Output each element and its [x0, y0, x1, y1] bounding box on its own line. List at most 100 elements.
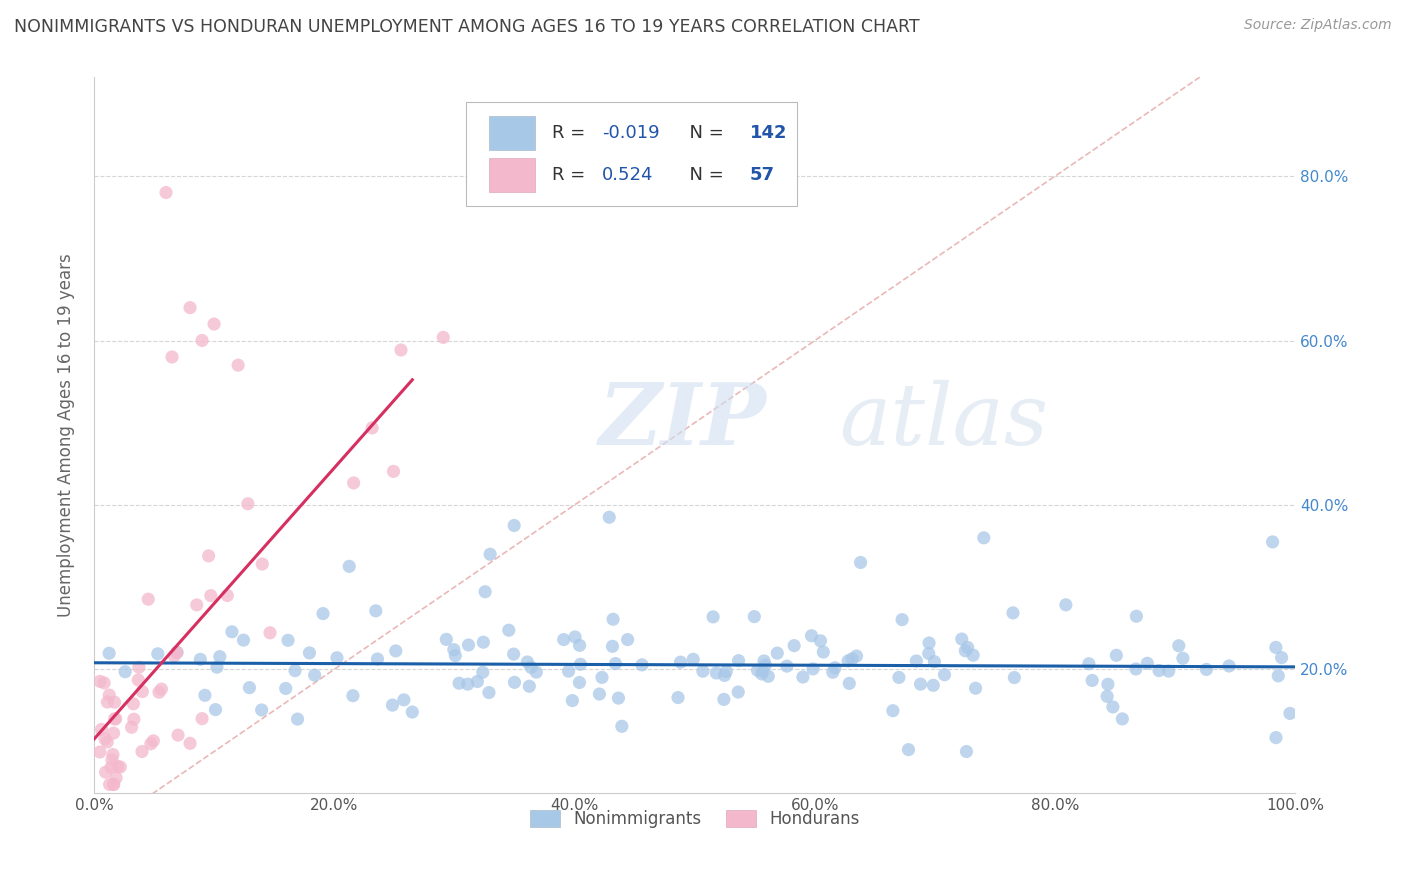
Point [841, 652, 863, 666]
Point [568, 639, 591, 653]
Point [96, 735, 118, 749]
Text: ZIP: ZIP [599, 379, 766, 462]
Point [810, 633, 832, 648]
Point [105, 771, 128, 785]
Point [434, 632, 457, 647]
Point [94, 765, 117, 780]
Point [89, 745, 111, 759]
Point [104, 712, 127, 726]
Point [110, 760, 132, 774]
Point [89, 674, 111, 689]
Point [962, 648, 984, 663]
Point [1097, 677, 1119, 691]
Point [208, 649, 231, 664]
Point [226, 358, 249, 372]
Point [98, 646, 121, 660]
Point [702, 610, 724, 624]
Point [444, 648, 467, 663]
Point [163, 648, 186, 663]
Point [186, 598, 208, 612]
Point [298, 646, 321, 660]
Point [754, 658, 776, 673]
Point [122, 697, 145, 711]
Point [569, 657, 592, 672]
Point [103, 777, 125, 791]
Point [94, 731, 117, 746]
Point [751, 667, 773, 681]
Point [1081, 673, 1104, 688]
Point [104, 712, 127, 726]
Point [498, 624, 520, 638]
Point [131, 684, 153, 698]
Point [520, 660, 543, 674]
Point [204, 703, 226, 717]
Point [973, 531, 995, 545]
Point [1002, 671, 1025, 685]
Point [1105, 648, 1128, 663]
Point [202, 317, 225, 331]
Point [238, 681, 260, 695]
Point [128, 660, 150, 674]
Point [905, 654, 928, 668]
Point [752, 665, 775, 679]
Point [502, 647, 524, 661]
Point [924, 655, 946, 669]
Point [1001, 606, 1024, 620]
Point [385, 644, 408, 658]
Point [101, 753, 124, 767]
Point [98, 688, 121, 702]
Y-axis label: Unemployment Among Ages 16 to 19 years: Unemployment Among Ages 16 to 19 years [58, 253, 75, 617]
Point [557, 664, 579, 678]
Point [713, 692, 735, 706]
Point [747, 663, 769, 677]
Point [692, 664, 714, 678]
Point [188, 652, 211, 666]
Point [801, 662, 824, 676]
Bar [489, 158, 534, 192]
Point [602, 612, 624, 626]
Point [553, 632, 575, 647]
Point [155, 186, 177, 200]
Point [824, 661, 846, 675]
Point [449, 676, 471, 690]
Point [364, 604, 387, 618]
Point [101, 747, 124, 762]
Point [277, 633, 299, 648]
Point [821, 665, 844, 680]
Point [1218, 659, 1240, 673]
Point [607, 691, 630, 706]
Point [90, 723, 112, 737]
Point [742, 609, 765, 624]
Point [503, 675, 526, 690]
Text: 142: 142 [749, 124, 787, 142]
Point [1271, 650, 1294, 665]
Point [1167, 639, 1189, 653]
Point [605, 657, 627, 671]
Point [479, 547, 502, 561]
Text: 0.524: 0.524 [602, 166, 654, 184]
Point [467, 674, 489, 689]
Point [131, 745, 153, 759]
Point [955, 745, 977, 759]
Point [148, 685, 170, 699]
Point [783, 639, 806, 653]
Point [232, 633, 254, 648]
Point [910, 677, 932, 691]
Text: -0.019: -0.019 [602, 124, 659, 142]
Point [191, 712, 214, 726]
Point [478, 685, 501, 699]
Point [136, 592, 159, 607]
Point [217, 589, 239, 603]
Point [800, 629, 823, 643]
Point [1125, 662, 1147, 676]
Point [366, 652, 388, 666]
Text: N =: N = [678, 166, 730, 184]
Point [382, 464, 405, 478]
Point [197, 549, 219, 563]
Point [813, 645, 835, 659]
Point [766, 646, 789, 660]
Point [704, 665, 727, 680]
Point [457, 677, 479, 691]
Point [922, 678, 945, 692]
Text: N =: N = [678, 124, 730, 142]
